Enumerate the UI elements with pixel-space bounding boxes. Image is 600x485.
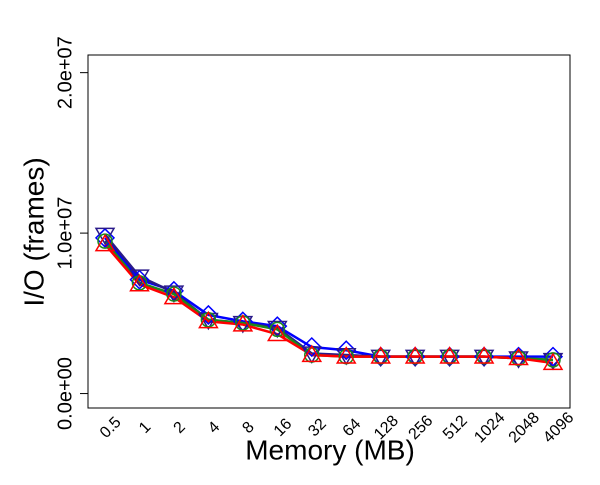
y-tick-label: 1.0e+07 bbox=[54, 197, 76, 270]
marker bbox=[131, 275, 148, 291]
marker bbox=[404, 346, 426, 364]
marker bbox=[200, 312, 217, 328]
marker bbox=[129, 273, 150, 292]
marker bbox=[94, 233, 116, 252]
marker bbox=[266, 323, 288, 342]
marker bbox=[163, 280, 184, 301]
marker bbox=[269, 321, 286, 338]
marker bbox=[439, 346, 460, 364]
x-tick-label: 1 bbox=[136, 419, 154, 437]
marker bbox=[198, 310, 219, 329]
marker bbox=[335, 346, 357, 364]
marker bbox=[97, 233, 113, 249]
marker bbox=[166, 286, 182, 302]
marker bbox=[163, 285, 185, 303]
marker bbox=[508, 347, 529, 366]
x-tick-label: 1024 bbox=[471, 409, 508, 446]
x-tick-label: 2 bbox=[171, 419, 189, 437]
marker bbox=[301, 344, 323, 363]
x-tick-label: 4 bbox=[205, 419, 223, 437]
marker bbox=[266, 320, 288, 339]
marker bbox=[163, 286, 185, 305]
y-axis-title: I/O (frames) bbox=[18, 157, 49, 306]
x-tick-label: 512 bbox=[440, 412, 471, 443]
plot-box bbox=[87, 54, 571, 409]
x-tick-label: 4096 bbox=[540, 409, 577, 446]
marker bbox=[301, 336, 322, 358]
y-tick-label: 0.0e+00 bbox=[54, 357, 76, 430]
marker bbox=[235, 315, 251, 331]
marker bbox=[336, 340, 357, 361]
marker bbox=[370, 346, 392, 364]
marker bbox=[267, 316, 288, 337]
marker bbox=[473, 346, 495, 364]
y-tick-label: 2.0e+07 bbox=[54, 36, 76, 109]
marker bbox=[198, 304, 219, 325]
x-tick-label: 2048 bbox=[506, 409, 543, 446]
x-tick-label: 0.5 bbox=[97, 414, 125, 442]
x-axis-title: Memory (MB) bbox=[245, 434, 415, 465]
marker bbox=[232, 314, 254, 332]
marker bbox=[542, 352, 564, 371]
marker bbox=[545, 352, 561, 368]
